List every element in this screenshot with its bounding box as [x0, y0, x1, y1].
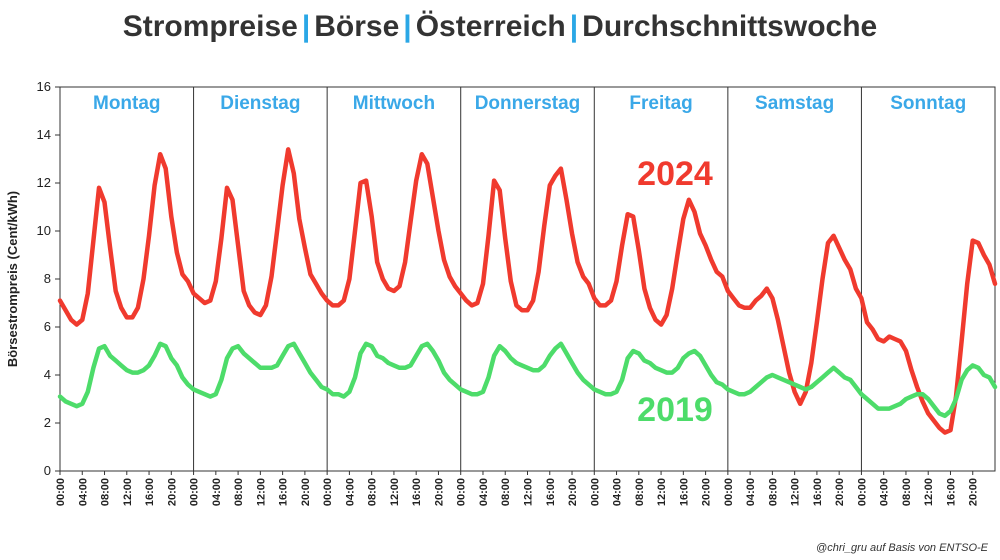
x-tick-label: 12:00: [656, 478, 668, 506]
x-tick-label: 00:00: [589, 478, 601, 506]
x-tick-label: 20:00: [834, 478, 846, 506]
series-line-2019: [57, 341, 998, 419]
x-tick-label: 00:00: [322, 478, 334, 506]
x-tick-label: 12:00: [790, 478, 802, 506]
day-label-sonntag: Sonntag: [890, 93, 966, 114]
x-tick-label: 04:00: [612, 478, 624, 506]
x-tick-label: 04:00: [879, 478, 891, 506]
x-tick-label: 08:00: [100, 478, 112, 506]
x-tick-label: 04:00: [211, 478, 223, 506]
x-tick-label: 20:00: [567, 478, 579, 506]
x-tick-label: 00:00: [723, 478, 735, 506]
x-tick-label: 08:00: [901, 478, 913, 506]
y-tick-label: 16: [37, 79, 51, 94]
title-part-durchschnittswoche: Durchschnittswoche: [582, 10, 878, 43]
x-tick-label: 04:00: [344, 478, 356, 506]
title-part-strompreise: Strompreise: [122, 10, 298, 43]
x-tick-label: 12:00: [255, 478, 267, 506]
title-separator: |: [569, 10, 579, 43]
series-line-2024: [57, 147, 998, 435]
x-tick-label: 08:00: [634, 478, 646, 506]
day-label-montag: Montag: [93, 93, 161, 114]
x-tick-label: 04:00: [77, 478, 89, 506]
x-tick-label: 16:00: [278, 478, 290, 506]
y-axis-label: Börsestrompreis (Cent/kWh): [5, 191, 20, 367]
x-tick-label: 00:00: [189, 478, 201, 506]
x-tick-label: 00:00: [856, 478, 868, 506]
y-tick-label: 4: [44, 367, 51, 382]
y-tick-label: 2: [44, 415, 51, 430]
day-label-dienstag: Dienstag: [220, 93, 300, 114]
series-label-2019: 2019: [637, 391, 713, 429]
x-tick-label: 12:00: [122, 478, 134, 506]
x-tick-label: 12:00: [523, 478, 535, 506]
x-tick-label: 04:00: [745, 478, 757, 506]
y-tick-label: 6: [44, 319, 51, 334]
x-tick-label: 12:00: [389, 478, 401, 506]
y-tick-label: 8: [44, 271, 51, 286]
y-tick-label: 12: [37, 175, 51, 190]
x-tick-label: 12:00: [923, 478, 935, 506]
day-label-mittwoch: Mittwoch: [353, 93, 435, 114]
y-tick-label: 14: [37, 127, 51, 142]
x-tick-label: 20:00: [300, 478, 312, 506]
title-separator: |: [301, 10, 311, 43]
day-label-freitag: Freitag: [629, 93, 692, 114]
x-tick-label: 16:00: [812, 478, 824, 506]
y-tick-label: 0: [44, 463, 51, 478]
title-part-boerse: Börse: [314, 10, 400, 43]
x-tick-label: 20:00: [166, 478, 178, 506]
x-tick-label: 08:00: [233, 478, 245, 506]
x-tick-label: 00:00: [456, 478, 468, 506]
source-credit: @chri_gru auf Basis von ENTSO-E: [816, 542, 988, 554]
x-tick-label: 16:00: [545, 478, 557, 506]
x-tick-label: 20:00: [701, 478, 713, 506]
x-tick-label: 20:00: [433, 478, 445, 506]
x-tick-label: 16:00: [411, 478, 423, 506]
x-tick-label: 20:00: [968, 478, 980, 506]
x-tick-label: 08:00: [367, 478, 379, 506]
x-tick-label: 00:00: [55, 478, 67, 506]
chart-title: Strompreise | Börse | Österreich | Durchschnit…: [0, 10, 1000, 44]
y-tick-label: 10: [37, 223, 51, 238]
x-tick-label: 08:00: [500, 478, 512, 506]
x-tick-label: 16:00: [945, 478, 957, 506]
series-label-2024: 2024: [637, 155, 713, 193]
day-label-samstag: Samstag: [755, 93, 834, 114]
x-tick-label: 04:00: [478, 478, 490, 506]
day-label-donnerstag: Donnerstag: [475, 93, 581, 114]
title-part-oesterreich: Österreich: [415, 10, 566, 43]
x-tick-label: 16:00: [144, 478, 156, 506]
x-tick-label: 16:00: [678, 478, 690, 506]
x-tick-label: 08:00: [767, 478, 779, 506]
title-separator: |: [403, 10, 412, 43]
